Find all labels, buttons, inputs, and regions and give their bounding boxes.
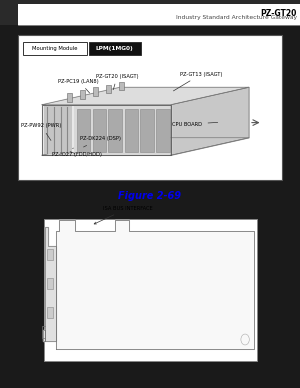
Text: PZ-GT20 (ISAGT): PZ-GT20 (ISAGT): [96, 74, 139, 90]
Text: PZ-PC19 (LAN8): PZ-PC19 (LAN8): [58, 79, 99, 93]
Polygon shape: [42, 105, 171, 155]
Polygon shape: [171, 87, 249, 155]
Polygon shape: [56, 220, 253, 349]
Bar: [67, 93, 72, 102]
Bar: [0, 0, 300, 25]
Bar: [46, 278, 52, 289]
Bar: [44, 106, 72, 154]
Bar: [74, 106, 170, 154]
Text: PZ-GT20: PZ-GT20: [261, 9, 297, 17]
Bar: [44, 219, 256, 361]
Bar: [92, 109, 106, 152]
Bar: [157, 109, 170, 152]
Text: PZ-PW92 (PWR): PZ-PW92 (PWR): [21, 123, 61, 140]
Polygon shape: [42, 87, 249, 105]
Bar: [93, 88, 98, 96]
Text: Figure 2-69: Figure 2-69: [118, 191, 182, 201]
Bar: [140, 109, 154, 152]
Polygon shape: [42, 138, 249, 155]
Bar: [46, 249, 52, 260]
Bar: [18, 4, 300, 25]
Text: ISA BUS INTERFACE: ISA BUS INTERFACE: [94, 206, 153, 224]
Polygon shape: [43, 227, 56, 341]
Text: Mounting Module: Mounting Module: [32, 46, 77, 51]
Text: PZ-GT13 (ISAGT): PZ-GT13 (ISAGT): [173, 72, 222, 91]
Bar: [80, 90, 86, 99]
Bar: [18, 35, 282, 180]
Bar: [46, 307, 52, 318]
Bar: [109, 109, 122, 152]
Text: CPU BOARD: CPU BOARD: [172, 122, 218, 127]
Bar: [106, 85, 111, 93]
Text: LPM(1MG0): LPM(1MG0): [96, 46, 134, 51]
Bar: [119, 81, 124, 90]
Bar: [88, 42, 141, 55]
Text: Industry Standard Architecture Gateway: Industry Standard Architecture Gateway: [176, 15, 297, 20]
Bar: [76, 109, 90, 152]
Text: PZ-DK224 (DSP): PZ-DK224 (DSP): [80, 137, 120, 147]
Text: PZ-IO27 (FDD/HDD): PZ-IO27 (FDD/HDD): [52, 152, 102, 157]
Bar: [124, 109, 138, 152]
Bar: [22, 42, 87, 55]
